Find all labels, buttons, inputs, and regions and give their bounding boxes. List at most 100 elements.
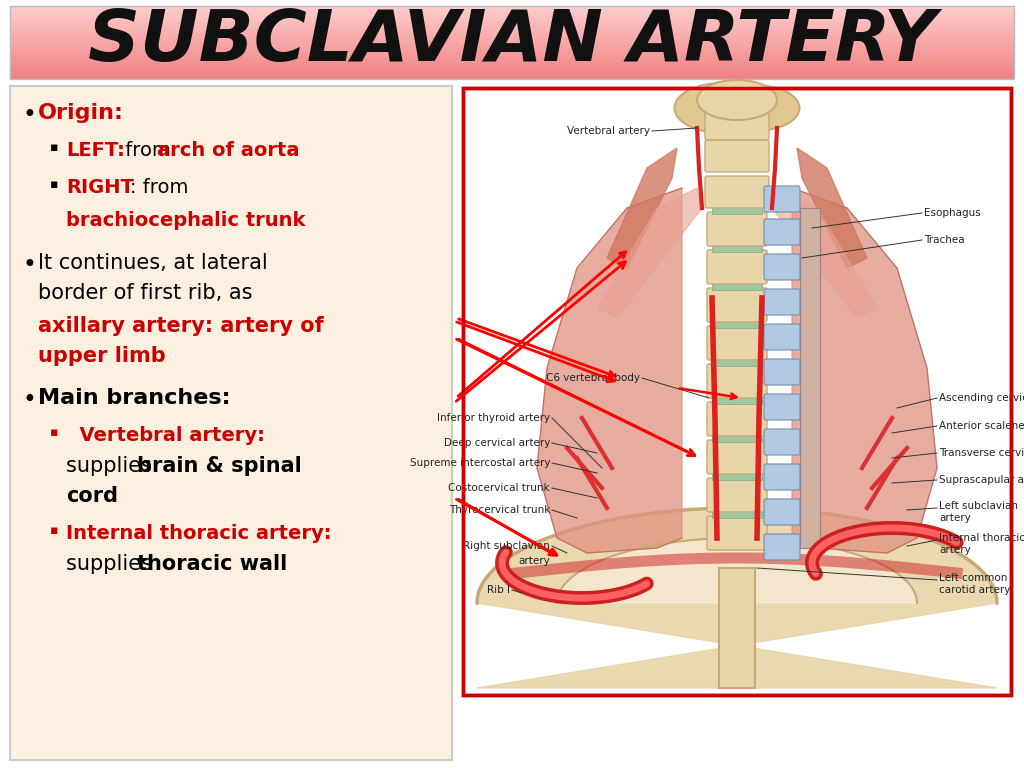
Polygon shape [597,188,702,318]
Text: Transverse cervical artery: Transverse cervical artery [939,448,1024,458]
FancyBboxPatch shape [764,499,800,525]
Bar [10,57,1014,59]
Bar [10,75,1014,77]
Bar [712,282,762,290]
Text: carotid artery: carotid artery [939,585,1011,595]
Polygon shape [792,188,937,553]
Text: ▪: ▪ [50,141,58,154]
Text: Anterior scalene muscle: Anterior scalene muscle [939,421,1024,431]
Bar [10,6,1014,8]
Bar [10,42,1014,45]
Text: Inferior thyroid artery: Inferior thyroid artery [437,413,550,423]
FancyBboxPatch shape [764,464,800,490]
FancyBboxPatch shape [764,186,800,212]
Text: Ascending cervical artery: Ascending cervical artery [939,393,1024,403]
Bar [463,88,1011,695]
Bar [10,61,1014,62]
Bar [10,13,1014,15]
Text: Esophagus: Esophagus [924,208,981,218]
Text: axillary artery: artery of: axillary artery: artery of [38,316,324,336]
Bar [10,66,1014,68]
Bar [10,51,1014,54]
FancyBboxPatch shape [705,108,769,140]
FancyBboxPatch shape [707,516,767,550]
Text: Left subclavian: Left subclavian [939,501,1018,511]
FancyBboxPatch shape [764,324,800,350]
Bar [712,396,762,404]
FancyBboxPatch shape [764,254,800,280]
Bar [10,8,1014,10]
Text: LEFT:: LEFT: [66,141,125,160]
Bar [463,88,1011,695]
Bar [10,15,1014,17]
Bar [712,510,762,518]
Text: thoracic wall: thoracic wall [137,554,288,574]
Bar [10,54,1014,55]
Bar [10,55,1014,57]
FancyBboxPatch shape [707,212,767,246]
Bar [10,65,1014,66]
Bar [10,41,1014,42]
Bar [10,33,1014,35]
Bar [10,70,1014,71]
FancyBboxPatch shape [707,326,767,360]
Ellipse shape [697,80,777,120]
Text: ▪: ▪ [50,178,58,191]
Polygon shape [607,148,677,268]
Bar [10,10,1014,12]
Text: RIGHT: RIGHT [66,178,134,197]
Bar [712,472,762,480]
Bar [712,358,762,366]
Text: Left common: Left common [939,573,1008,583]
Bar [10,45,1014,46]
Text: Internal thoracic: Internal thoracic [939,533,1024,543]
Ellipse shape [715,85,800,131]
Text: Thyrocervical trunk: Thyrocervical trunk [449,505,550,515]
Bar [10,12,1014,13]
Bar [712,206,762,214]
Bar [719,568,755,688]
Bar [712,434,762,442]
Text: SUBCLAVIAN ARTERY: SUBCLAVIAN ARTERY [88,8,936,77]
Text: Vertebral artery: Vertebral artery [567,126,650,136]
Text: ▪: ▪ [50,524,58,537]
Bar [10,86,452,760]
Text: brain & spinal: brain & spinal [137,456,302,476]
Text: Vertebral artery:: Vertebral artery: [66,426,265,445]
FancyBboxPatch shape [707,402,767,436]
Text: artery: artery [518,556,550,566]
Bar [10,77,1014,79]
FancyBboxPatch shape [707,250,767,284]
Text: Deep cervical artery: Deep cervical artery [443,438,550,448]
Bar [712,320,762,328]
Bar [10,25,1014,26]
Bar [800,208,820,548]
Bar [712,244,762,252]
Bar [10,22,1014,25]
Text: C6 vertebral body: C6 vertebral body [546,373,640,383]
FancyBboxPatch shape [707,478,767,512]
Text: from: from [119,141,177,160]
Bar [10,46,1014,48]
Text: •: • [22,103,36,127]
Text: arch of aorta: arch of aorta [157,141,299,160]
FancyBboxPatch shape [764,394,800,420]
Bar [10,28,1014,30]
Text: artery: artery [939,545,971,555]
FancyBboxPatch shape [764,219,800,245]
Text: Origin:: Origin: [38,103,124,123]
Text: Main branches:: Main branches: [38,388,230,408]
Bar [10,35,1014,37]
Text: artery: artery [939,513,971,523]
Text: •: • [22,388,36,412]
FancyBboxPatch shape [764,429,800,455]
FancyBboxPatch shape [764,534,800,560]
Bar [10,37,1014,39]
Polygon shape [557,538,918,603]
Bar [10,26,1014,28]
FancyBboxPatch shape [764,359,800,385]
Bar [10,6,1014,79]
Bar [10,31,1014,33]
Text: supplies: supplies [66,554,159,574]
Bar [10,18,1014,21]
